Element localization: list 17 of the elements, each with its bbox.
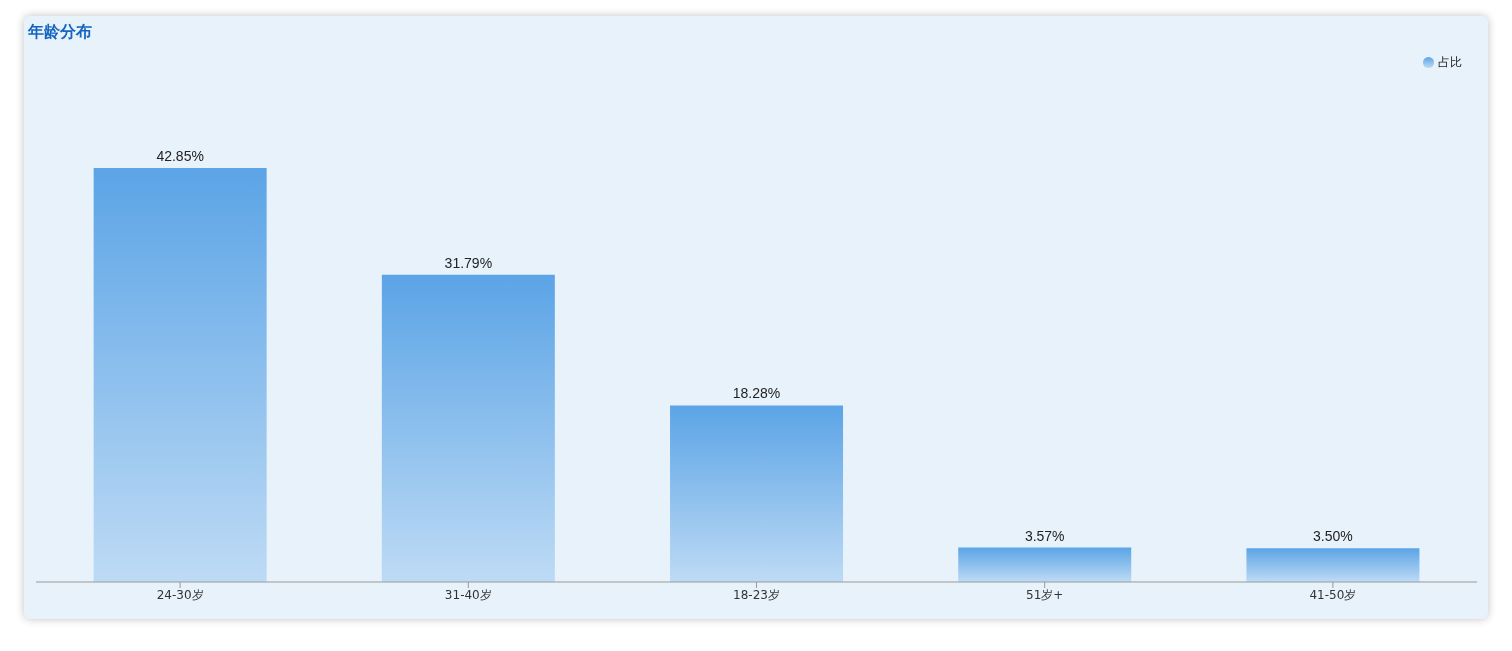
legend-label: 占比 xyxy=(1438,55,1462,69)
bar xyxy=(1246,548,1420,582)
data-label: 3.57% xyxy=(1024,527,1065,544)
data-label: 3.50% xyxy=(1313,528,1353,545)
x-tick-label: 31-40岁 xyxy=(444,587,492,602)
bar xyxy=(381,274,555,582)
x-tick-label: 24-30岁 xyxy=(156,587,204,602)
data-label: 18.28% xyxy=(732,385,781,402)
data-label: 31.79% xyxy=(444,254,493,271)
bar xyxy=(670,405,844,582)
x-tick-label: 41-50岁 xyxy=(1309,587,1357,602)
bar xyxy=(958,547,1132,582)
x-tick-label: 18-23岁 xyxy=(733,587,780,602)
x-tick-label: 51岁+ xyxy=(1026,587,1064,602)
data-label: 42.85% xyxy=(156,148,204,164)
bar xyxy=(93,168,267,582)
chart-title: 年龄分布 xyxy=(28,22,92,43)
